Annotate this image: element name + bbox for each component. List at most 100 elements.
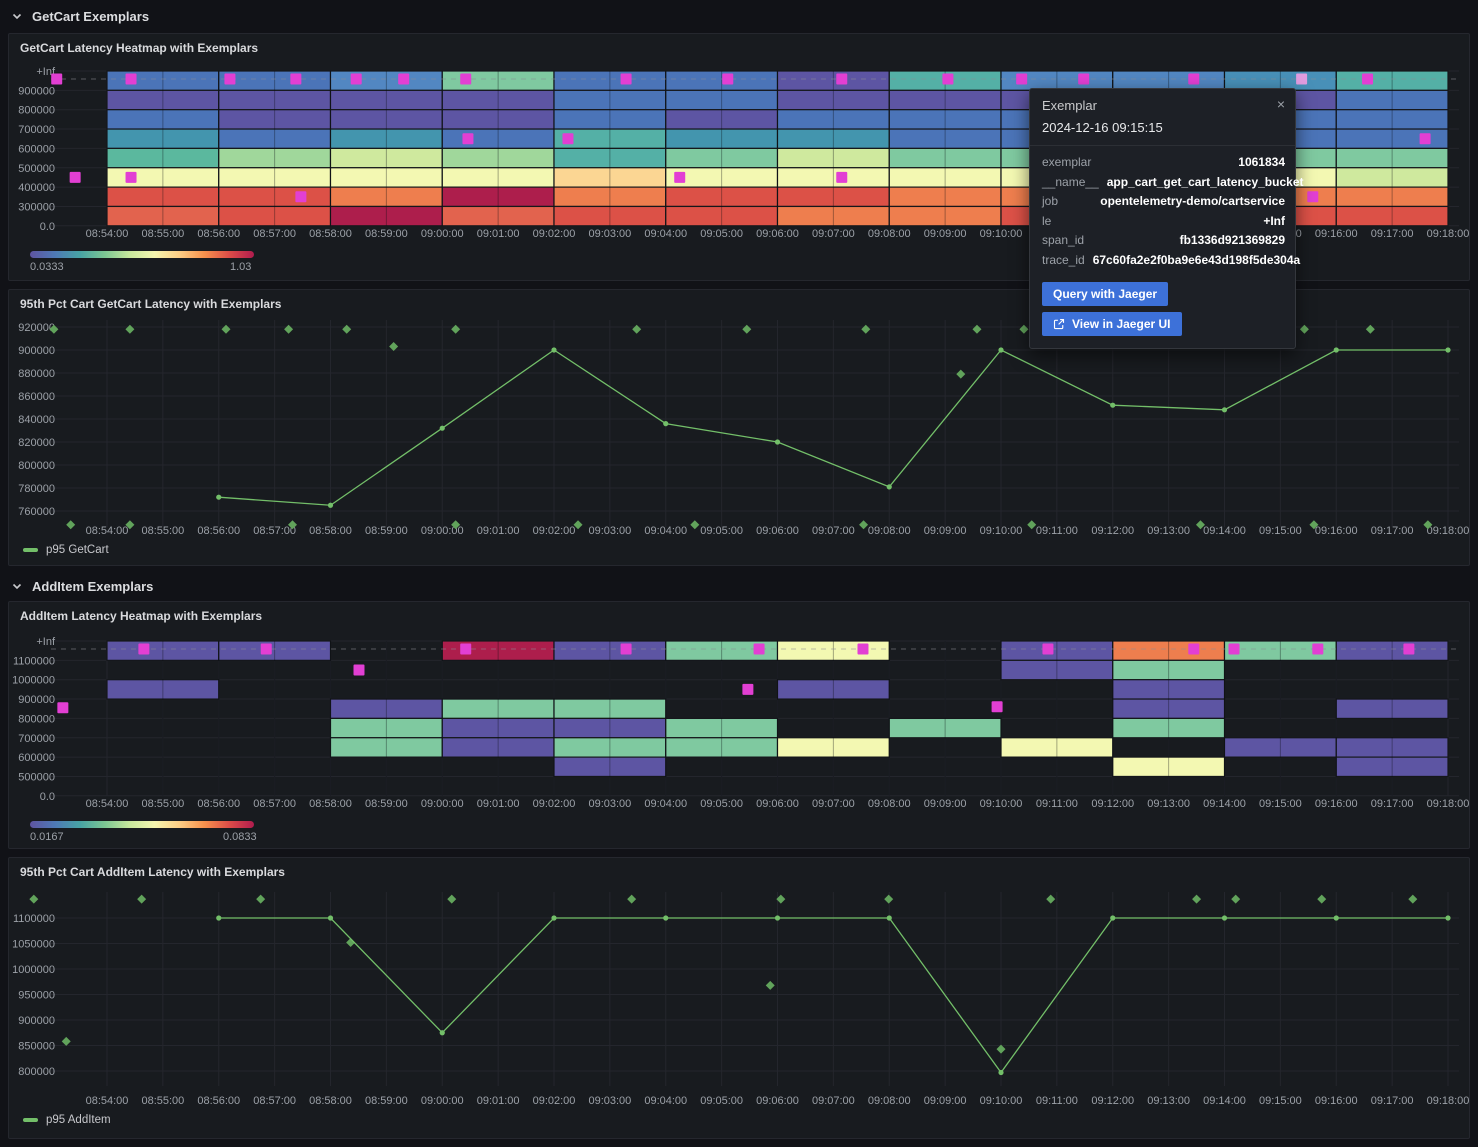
query-with-jaeger-button[interactable]: Query with Jaeger (1042, 282, 1169, 306)
svg-text:09:13:00: 09:13:00 (1147, 525, 1190, 537)
svg-text:850000: 850000 (18, 1041, 55, 1053)
svg-text:08:57:00: 08:57:00 (253, 525, 296, 537)
svg-text:760000: 760000 (18, 506, 55, 518)
legend-p95-getcart[interactable]: p95 GetCart (23, 544, 109, 556)
svg-text:1100000: 1100000 (13, 655, 55, 667)
svg-text:09:00:00: 09:00:00 (421, 798, 464, 810)
svg-text:09:01:00: 09:01:00 (477, 798, 520, 810)
tooltip-field-row: span_id fb1336d921369829 (1042, 233, 1285, 253)
svg-text:09:14:00: 09:14:00 (1203, 798, 1246, 810)
tooltip-field-label: span_id (1042, 233, 1085, 247)
legend-p95-additem[interactable]: p95 AddItem (23, 1114, 111, 1126)
svg-text:09:01:00: 09:01:00 (477, 1095, 520, 1107)
svg-text:09:17:00: 09:17:00 (1371, 798, 1414, 810)
svg-text:09:17:00: 09:17:00 (1371, 228, 1414, 240)
svg-text:08:59:00: 08:59:00 (365, 798, 408, 810)
legend-swatch (23, 1118, 38, 1122)
additem-p95-canvas[interactable]: 1100000 1050000 1000000 950000 900000 850000 8… (9, 858, 1469, 1116)
panel-title[interactable]: AddItem Latency Heatmap with Exemplars (20, 609, 263, 623)
tooltip-field-row: job opentelemetry-demo/cartservice (1042, 194, 1285, 214)
svg-text:09:17:00: 09:17:00 (1371, 525, 1414, 537)
exemplar-tooltip: Exemplar × 2024-12-16 09:15:15 exemplar … (1029, 88, 1303, 349)
svg-text:860000: 860000 (18, 391, 55, 403)
panel-title[interactable]: 95th Pct Cart AddItem Latency with Exemp… (20, 865, 285, 879)
tooltip-field-value: fb1336d921369829 (1179, 233, 1285, 247)
svg-text:09:05:00: 09:05:00 (700, 228, 743, 240)
svg-text:400000: 400000 (18, 182, 55, 194)
svg-text:09:18:00: 09:18:00 (1427, 228, 1469, 240)
section-title: GetCart Exemplars (32, 8, 150, 24)
view-in-jaeger-ui-button[interactable]: View in Jaeger UI (1042, 312, 1182, 336)
svg-text:09:05:00: 09:05:00 (700, 525, 743, 537)
tooltip-field-value: app_cart_get_cart_latency_bucket (1106, 174, 1304, 189)
legend-label[interactable]: p95 AddItem (46, 1114, 111, 1126)
svg-text:09:12:00: 09:12:00 (1091, 1095, 1134, 1107)
svg-text:08:54:00: 08:54:00 (86, 1095, 129, 1107)
tooltip-field-value: opentelemetry-demo/cartservice (1100, 194, 1285, 208)
svg-text:09:03:00: 09:03:00 (588, 228, 631, 240)
svg-text:820000: 820000 (18, 437, 55, 449)
svg-text:09:09:00: 09:09:00 (924, 525, 967, 537)
chevron-down-icon (12, 583, 22, 590)
svg-text:800000: 800000 (18, 713, 55, 725)
legend-label[interactable]: p95 GetCart (46, 544, 109, 556)
svg-text:09:17:00: 09:17:00 (1371, 1095, 1414, 1107)
tooltip-field-row: trace_id 67c60fa2e2f0ba9e6e43d198f5de304… (1042, 253, 1300, 273)
tooltip-field-label: exemplar (1042, 155, 1092, 169)
svg-text:09:00:00: 09:00:00 (421, 228, 464, 240)
svg-text:08:55:00: 08:55:00 (141, 1095, 184, 1107)
svg-text:09:16:00: 09:16:00 (1315, 525, 1358, 537)
svg-text:09:13:00: 09:13:00 (1147, 798, 1190, 810)
svg-text:08:57:00: 08:57:00 (253, 1095, 296, 1107)
svg-text:1050000: 1050000 (12, 939, 55, 951)
color-scale-bar (30, 251, 254, 258)
svg-text:09:09:00: 09:09:00 (924, 228, 967, 240)
svg-text:09:13:00: 09:13:00 (1147, 1095, 1190, 1107)
svg-text:09:15:00: 09:15:00 (1259, 798, 1302, 810)
svg-text:500000: 500000 (18, 163, 55, 175)
svg-text:+Inf: +Inf (36, 636, 56, 648)
svg-text:1000000: 1000000 (12, 675, 55, 687)
svg-text:08:58:00: 08:58:00 (309, 525, 352, 537)
svg-text:08:59:00: 08:59:00 (365, 228, 408, 240)
svg-text:09:05:00: 09:05:00 (700, 1095, 743, 1107)
section-header-additem[interactable]: AddItem Exemplars (0, 572, 1478, 600)
chevron-down-icon (12, 13, 22, 20)
svg-text:700000: 700000 (18, 733, 55, 745)
svg-text:09:11:00: 09:11:00 (1036, 798, 1078, 810)
svg-text:09:10:00: 09:10:00 (980, 798, 1023, 810)
svg-text:08:58:00: 08:58:00 (309, 1095, 352, 1107)
panel-title[interactable]: 95th Pct Cart GetCart Latency with Exemp… (20, 297, 282, 311)
svg-text:880000: 880000 (18, 368, 55, 380)
svg-text:09:11:00: 09:11:00 (1036, 525, 1078, 537)
svg-text:09:04:00: 09:04:00 (644, 525, 687, 537)
external-link-icon (1053, 318, 1065, 330)
svg-text:09:16:00: 09:16:00 (1315, 1095, 1358, 1107)
section-header-getcart[interactable]: GetCart Exemplars (0, 2, 1478, 30)
svg-text:09:08:00: 09:08:00 (868, 1095, 911, 1107)
svg-text:09:07:00: 09:07:00 (812, 798, 855, 810)
svg-text:08:57:00: 08:57:00 (253, 228, 296, 240)
svg-text:08:59:00: 08:59:00 (365, 525, 408, 537)
color-scale-max: 0.0833 (223, 831, 257, 843)
additem-heatmap-canvas[interactable]: +Inf 1100000 1000000 900000 800000 700000 6000… (9, 602, 1469, 848)
svg-text:700000: 700000 (18, 124, 55, 136)
panel-title[interactable]: GetCart Latency Heatmap with Exemplars (20, 41, 259, 55)
tooltip-fields: exemplar 1061834 __name__ app_cart_get_c… (1030, 145, 1303, 276)
svg-text:09:18:00: 09:18:00 (1427, 525, 1469, 537)
svg-text:08:58:00: 08:58:00 (309, 798, 352, 810)
tooltip-field-value: 1061834 (1238, 155, 1285, 169)
svg-text:09:04:00: 09:04:00 (644, 228, 687, 240)
svg-text:09:07:00: 09:07:00 (812, 525, 855, 537)
svg-text:09:02:00: 09:02:00 (533, 228, 576, 240)
close-icon[interactable]: × (1276, 96, 1285, 112)
svg-text:800000: 800000 (18, 1066, 55, 1078)
color-scale-min: 0.0333 (30, 261, 64, 273)
svg-text:09:06:00: 09:06:00 (756, 525, 799, 537)
svg-text:09:12:00: 09:12:00 (1091, 525, 1134, 537)
tooltip-field-label: le (1042, 213, 1052, 228)
color-scale-min: 0.0167 (30, 831, 64, 843)
svg-text:09:09:00: 09:09:00 (924, 798, 967, 810)
svg-text:08:55:00: 08:55:00 (141, 798, 184, 810)
panel-additem-heatmap: AddItem Latency Heatmap with Exemplars +… (8, 601, 1470, 849)
